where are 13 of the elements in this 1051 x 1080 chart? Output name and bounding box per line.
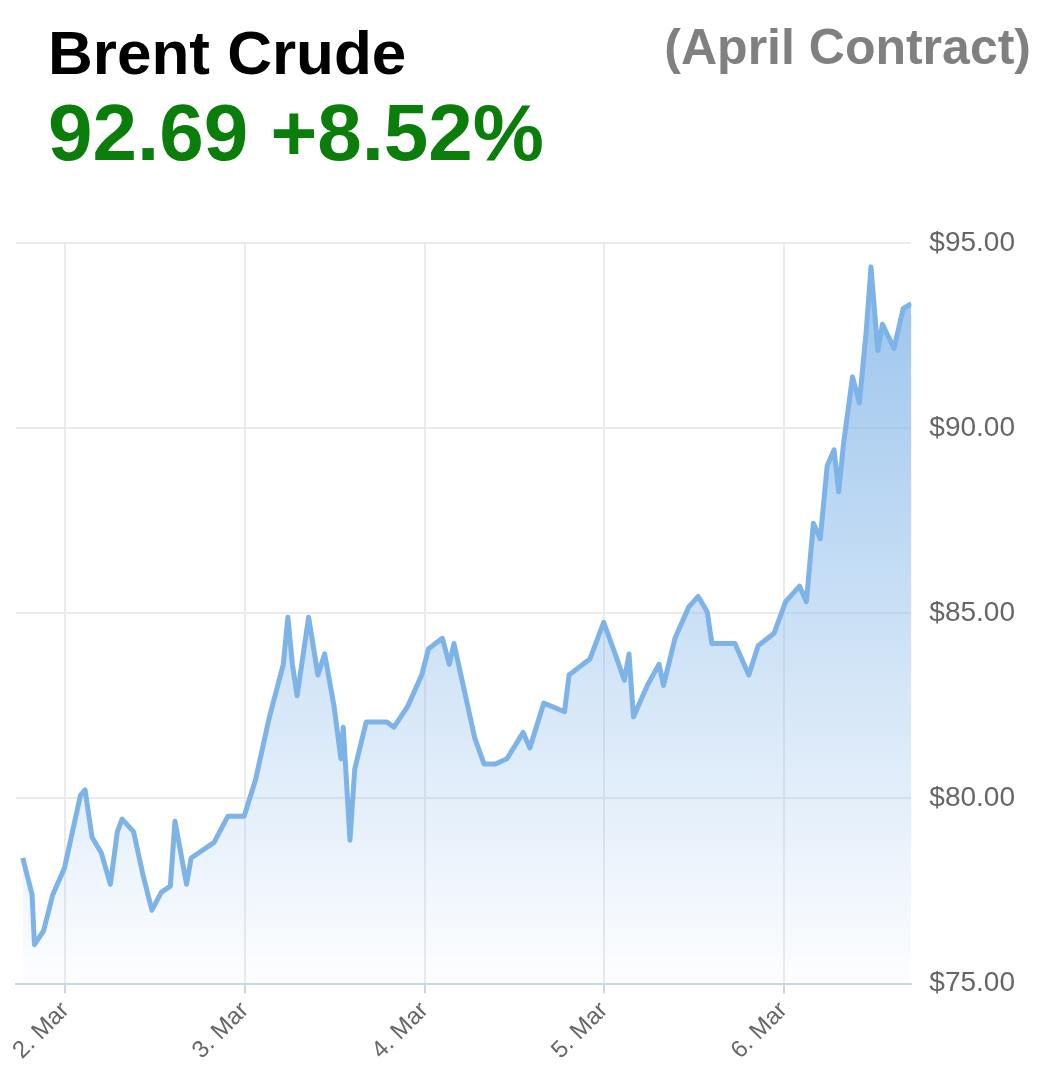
y-tick-label: $85.00 [929, 595, 1015, 627]
y-tick-label: $95.00 [929, 225, 1015, 257]
x-tick-label: 3. Mar [186, 995, 254, 1064]
y-tick-label: $90.00 [929, 410, 1015, 442]
y-tick-label: $80.00 [929, 781, 1015, 813]
x-tick-label: 2. Mar [6, 995, 74, 1064]
y-tick-label: $75.00 [929, 966, 1015, 998]
text: (April Contract) [664, 18, 1031, 76]
x-tick-label: 6. Mar [724, 995, 792, 1064]
chart-subtitle: 92.69 +8.52% [48, 88, 545, 178]
chart-title: Brent Crude [48, 18, 407, 87]
x-tick-label: 5. Mar [545, 995, 613, 1064]
x-tick-label: 4. Mar [365, 995, 433, 1064]
